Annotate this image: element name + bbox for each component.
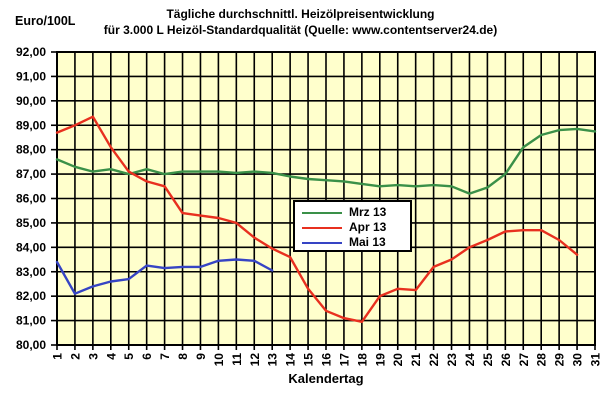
x-tick-label: 17 [337, 353, 351, 367]
y-tick-label: 82,00 [16, 289, 46, 303]
x-tick-label: 10 [212, 353, 226, 367]
x-tick-label: 29 [553, 353, 567, 367]
x-tick-label: 5 [122, 353, 136, 360]
y-tick-label: 81,00 [16, 314, 46, 328]
y-tick-label: 89,00 [16, 118, 46, 132]
legend-item: Mrz 13 [302, 205, 404, 220]
x-tick-label: 20 [391, 353, 405, 367]
x-tick-label: 21 [409, 353, 423, 367]
x-tick-label: 7 [158, 353, 172, 360]
x-tick-label: 11 [230, 353, 244, 366]
x-tick-label: 9 [194, 353, 208, 360]
y-tick-label: 86,00 [16, 192, 46, 206]
x-tick-label: 30 [571, 353, 585, 367]
x-tick-label: 26 [499, 353, 513, 367]
x-tick-label: 24 [463, 353, 477, 367]
x-tick-label: 1 [51, 353, 65, 360]
x-tick-label: 12 [248, 353, 262, 367]
series-line-apr13 [55, 115, 579, 323]
x-tick-label: 15 [302, 353, 316, 367]
legend-line-sample [302, 241, 342, 244]
x-tick-label: 22 [427, 353, 441, 367]
plot-frame [56, 51, 596, 346]
x-tick-label: 13 [266, 353, 280, 367]
chart-title: Tägliche durchschnittl. Heizölpreisentwi… [0, 6, 601, 38]
legend-item: Mai 13 [302, 235, 404, 250]
x-tick-label: 19 [373, 353, 387, 367]
x-tick-label: 14 [284, 353, 298, 367]
y-tick-label: 92,00 [16, 45, 46, 59]
x-tick-label: 28 [535, 353, 549, 367]
y-tick-label: 84,00 [16, 240, 46, 254]
x-tick-labels: 1 2 3 4 5 6 7 8 9 10 11 12 13 14 15 16 17 18 19 20 21 22 23 24 2… [51, 353, 601, 367]
x-tick-label: 31 [589, 353, 601, 367]
x-tick-label: 27 [517, 353, 531, 367]
x-tick-label: 16 [320, 353, 334, 367]
chart-legend: Mrz 13 Apr 13 Mai 13 [293, 200, 412, 252]
x-tick-label: 8 [176, 353, 190, 360]
x-axis-title: Kalendertag [288, 371, 364, 386]
chart-title-line1: Tägliche durchschnittl. Heizölpreisentwi… [166, 7, 435, 21]
legend-label: Mai 13 [349, 235, 386, 249]
legend-label: Apr 13 [349, 220, 387, 234]
x-tick-label: 23 [445, 353, 459, 367]
series-line-mrz13 [55, 127, 597, 195]
y-axis-unit-label: Euro/100L [15, 14, 76, 28]
legend-line-sample [302, 211, 342, 214]
y-tick-label: 88,00 [16, 143, 46, 157]
x-tick-label: 4 [104, 353, 118, 360]
y-tick-labels: 92,00 91,00 90,00 89,00 88,00 87,00 86,00 85,00… [16, 45, 46, 352]
x-tick-label: 18 [355, 353, 369, 367]
legend-line-sample [302, 226, 342, 229]
x-tick-label: 2 [68, 353, 82, 360]
y-tick-label: 80,00 [16, 338, 46, 352]
y-tick-label: 85,00 [16, 216, 46, 230]
legend-label: Mrz 13 [349, 205, 387, 219]
y-tick-label: 91,00 [16, 69, 46, 83]
x-tick-label: 25 [481, 353, 495, 367]
chart-title-line2: für 3.000 L Heizöl-Standardqualität (Que… [103, 23, 498, 37]
y-tick-label: 90,00 [16, 94, 46, 108]
x-tick-label: 3 [86, 353, 100, 360]
y-tick-label: 83,00 [16, 265, 46, 279]
x-tick-label: 6 [140, 353, 154, 360]
series-line-mai13 [55, 258, 274, 295]
y-tick-label: 87,00 [16, 167, 46, 181]
legend-item: Apr 13 [302, 220, 404, 235]
